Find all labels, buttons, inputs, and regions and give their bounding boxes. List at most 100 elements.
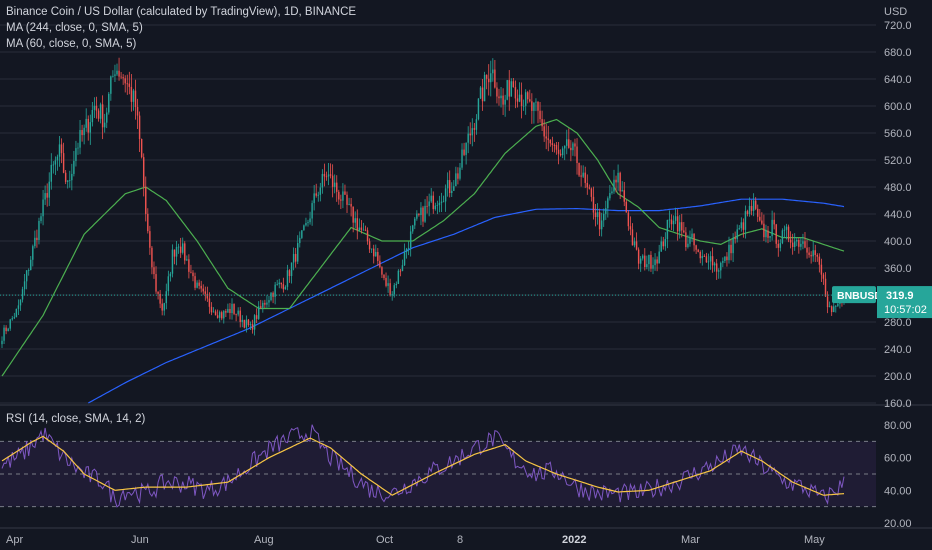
- rsi-axis[interactable]: 80.00 60.00 40.00 20.00: [884, 420, 912, 530]
- candle-body: [218, 312, 221, 318]
- candle-body: [186, 259, 188, 261]
- candle-body: [502, 95, 504, 105]
- candle-body: [742, 222, 745, 230]
- candle-body: [358, 227, 361, 231]
- candle-body: [245, 319, 248, 328]
- candle-body: [153, 267, 155, 275]
- candle-body: [262, 302, 264, 308]
- time-tick-label: Oct: [376, 534, 393, 546]
- candle-body: [457, 173, 459, 179]
- candle-body: [566, 139, 568, 146]
- candle-body: [436, 205, 439, 206]
- candle-body: [383, 274, 385, 278]
- price-tick-label: 400.0: [884, 236, 912, 248]
- candle-body: [62, 153, 65, 173]
- candle-body: [305, 222, 307, 226]
- ma-244-path: [88, 198, 845, 404]
- candle-body: [159, 293, 161, 304]
- candle-body: [251, 324, 254, 330]
- candle-body: [366, 230, 369, 242]
- candle-body: [621, 190, 623, 192]
- candle-body: [313, 193, 315, 204]
- candle-body: [469, 133, 471, 136]
- candle-body: [789, 239, 792, 243]
- candle-body: [672, 220, 675, 225]
- time-tick-label: Aug: [254, 534, 274, 546]
- candle-body: [101, 104, 104, 128]
- candle-body: [674, 216, 677, 221]
- candle-body: [703, 256, 706, 257]
- candle-body: [800, 243, 802, 247]
- candle-body: [520, 94, 523, 107]
- candle-body: [736, 229, 738, 240]
- candle-body: [715, 263, 718, 272]
- candle-body: [483, 74, 486, 102]
- candle-body: [204, 291, 207, 294]
- candle-body: [687, 243, 689, 248]
- candle-body: [510, 81, 513, 97]
- candle-body: [646, 264, 648, 268]
- rsi-tick-label: 40.00: [884, 485, 912, 497]
- candle-body: [629, 226, 632, 230]
- ma-60-line: [1, 118, 845, 377]
- candle-body: [171, 249, 174, 274]
- candle-body: [547, 138, 549, 140]
- candle-body: [471, 128, 474, 136]
- candle-body: [833, 306, 835, 313]
- candle-body: [210, 306, 213, 313]
- candle-body: [627, 212, 630, 227]
- candle-body: [299, 237, 301, 244]
- candle-body: [771, 219, 773, 237]
- candle-body: [442, 201, 445, 203]
- candle-body: [796, 240, 798, 242]
- candle-body: [56, 156, 59, 161]
- candle-body: [136, 107, 139, 116]
- price-tick-label: 360.0: [884, 263, 912, 275]
- candle-body: [461, 149, 463, 168]
- candle-body: [631, 229, 634, 246]
- candle-body: [368, 241, 371, 250]
- candle-body: [455, 173, 457, 187]
- candle-body: [459, 167, 461, 179]
- candle-body: [545, 136, 547, 139]
- candle-body: [294, 253, 297, 262]
- ma-244-line: [88, 198, 845, 404]
- candle-body: [430, 195, 432, 202]
- candle-body: [142, 157, 145, 187]
- candle-body: [64, 172, 67, 182]
- candle-body: [253, 315, 256, 330]
- candle-body: [724, 256, 726, 262]
- candle-body: [722, 261, 724, 263]
- candle-body: [21, 289, 24, 300]
- candle-body: [576, 146, 578, 163]
- candle-body: [124, 78, 126, 84]
- candle-body: [188, 259, 190, 272]
- candle-body: [816, 254, 819, 257]
- rsi-path: [1, 424, 845, 508]
- candle-body: [202, 288, 204, 292]
- price-tick-label: 200.0: [884, 371, 912, 383]
- candle-body: [38, 220, 40, 241]
- candle-body: [255, 315, 258, 319]
- candle-body: [130, 86, 133, 102]
- candle-body: [79, 130, 81, 148]
- candle-body: [151, 247, 153, 268]
- candle-body: [477, 98, 480, 120]
- candle-body: [377, 251, 379, 261]
- candle-body: [266, 302, 268, 305]
- candle-body: [473, 128, 476, 130]
- candle-body: [761, 220, 763, 224]
- currency-label: USD: [884, 6, 908, 18]
- candle-body: [243, 319, 246, 328]
- candle-body: [750, 205, 753, 211]
- time-axis[interactable]: Apr Jun Aug Oct 8 2022 Mar May: [0, 527, 932, 546]
- candle-body: [315, 193, 317, 196]
- candle-body: [157, 291, 159, 294]
- candle-body: [307, 222, 309, 223]
- candle-body: [379, 260, 381, 268]
- candle-body: [66, 180, 69, 182]
- candle-body: [709, 256, 712, 262]
- price-axis[interactable]: 720.0 680.0 640.0 600.0 560.0 520.0 480.0 440.0…: [884, 20, 912, 410]
- candle-body: [120, 76, 122, 78]
